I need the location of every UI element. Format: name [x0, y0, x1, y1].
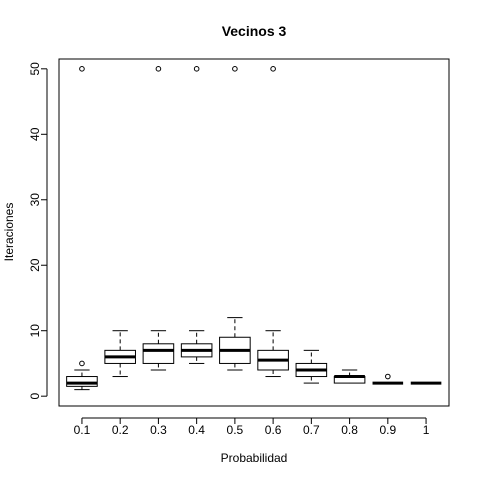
x-tick-label: 0.9: [379, 423, 396, 437]
box-group: [105, 331, 136, 377]
y-tick-label: 20: [28, 258, 42, 272]
box-group: [334, 370, 365, 383]
x-tick-label: 0.5: [227, 423, 244, 437]
x-tick-label: 0.6: [265, 423, 282, 437]
box-group: [181, 67, 212, 364]
chart-title: Vecinos 3: [222, 23, 287, 39]
x-axis: 0.1 0.2 0.3 0.4 0.5 0.6 0.7 0.8 0.9 1: [74, 418, 430, 437]
x-tick-label: 0.8: [341, 423, 358, 437]
x-tick-label: 0.7: [303, 423, 320, 437]
x-tick-label: 1: [423, 423, 430, 437]
outlier-point: [233, 67, 238, 72]
x-tick-label: 0.4: [188, 423, 205, 437]
outlier-point: [80, 361, 85, 366]
box-group: [143, 67, 174, 370]
y-tick-label: 10: [28, 324, 42, 338]
outlier-point: [271, 67, 276, 72]
y-axis: 0 10 20 30 40 50: [28, 62, 47, 400]
box: [143, 344, 174, 364]
y-tick-label: 40: [28, 127, 42, 141]
outlier-point: [156, 67, 161, 72]
y-tick-label: 0: [28, 393, 42, 400]
y-tick-label: 30: [28, 193, 42, 207]
box: [67, 377, 98, 387]
x-tick-label: 0.2: [112, 423, 129, 437]
outlier-point: [386, 374, 391, 379]
plot-frame: [59, 59, 449, 406]
box-group: [296, 350, 327, 383]
box-group: [67, 67, 98, 390]
outlier-point: [194, 67, 199, 72]
x-tick-label: 0.3: [150, 423, 167, 437]
y-axis-label: Iteraciones: [2, 203, 16, 262]
box-group: [258, 67, 289, 377]
x-axis-label: Probabilidad: [221, 451, 288, 465]
outlier-point: [80, 67, 85, 72]
boxes-layer: [67, 67, 442, 390]
box-group: [373, 374, 404, 383]
y-tick-label: 50: [28, 62, 42, 76]
x-tick-label: 0.1: [74, 423, 91, 437]
box-group: [220, 67, 251, 370]
